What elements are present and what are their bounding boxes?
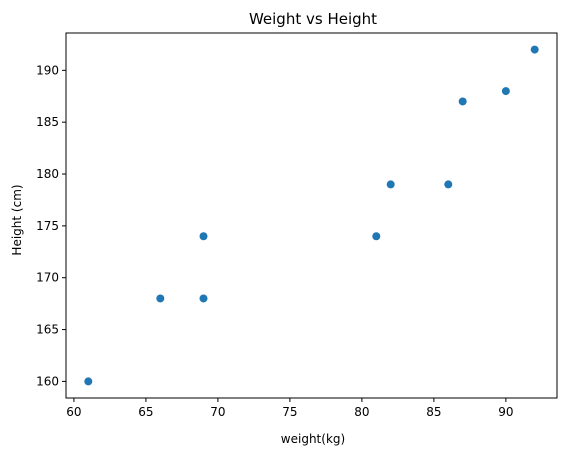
scatter-point: [501, 87, 510, 96]
y-tick-label: 170: [36, 271, 59, 285]
data-points: [84, 45, 539, 386]
x-tick-label: 75: [282, 405, 297, 419]
scatter-point: [84, 377, 93, 386]
scatter-point: [444, 180, 453, 189]
scatter-point: [199, 232, 208, 241]
axes-frame: [65, 32, 558, 399]
x-tick-label: 90: [498, 405, 513, 419]
scatter-point: [386, 180, 395, 189]
x-tick-label: 60: [66, 405, 81, 419]
x-axis-label: weight(kg): [281, 432, 345, 446]
y-tick-label: 175: [36, 219, 59, 233]
chart-title: Weight vs Height: [249, 10, 377, 28]
y-tick-label: 190: [36, 63, 59, 77]
x-axis: 60 65 70 75 80 85 90: [66, 398, 514, 419]
scatter-point: [458, 97, 467, 106]
y-tick-label: 185: [36, 115, 59, 129]
y-tick-label: 180: [36, 167, 59, 181]
y-tick-label: 160: [36, 374, 59, 388]
x-tick-label: 65: [138, 405, 153, 419]
y-axis: 160 165 170 175 180 185 190: [36, 63, 66, 388]
plot-area: 60 65 70 75 80 85 90 160 165 170 175 180 185 190: [36, 32, 558, 419]
scatter-point: [530, 45, 539, 54]
x-tick-label: 70: [210, 405, 225, 419]
y-axis-label: Height (cm): [10, 184, 24, 255]
x-tick-label: 85: [426, 405, 441, 419]
scatter-point: [199, 294, 208, 303]
scatter-point: [372, 232, 381, 241]
y-tick-label: 165: [36, 323, 59, 337]
scatter-point: [156, 294, 165, 303]
x-tick-label: 80: [354, 405, 369, 419]
